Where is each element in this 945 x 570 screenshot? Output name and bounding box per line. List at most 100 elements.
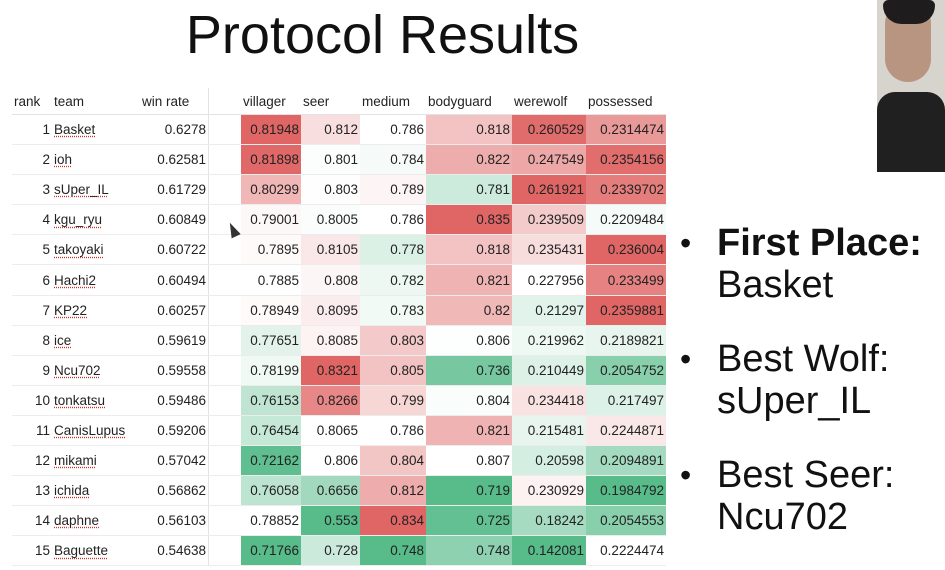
cell-medium: 0.748 — [360, 535, 426, 567]
cell-possessed: 0.2354156 — [586, 144, 666, 176]
cell-team: Baguette — [52, 535, 140, 567]
cell-bodyguard: 0.781 — [426, 174, 512, 206]
cell-win-rate: 0.6278 — [140, 114, 209, 146]
cell-rank: 9 — [12, 355, 52, 386]
cell-bodyguard: 0.719 — [426, 475, 512, 507]
team-name: daphne — [54, 513, 100, 529]
cell-team: Basket — [52, 114, 140, 146]
cell-win-rate: 0.57042 — [140, 445, 209, 477]
cell-werewolf: 0.20598 — [512, 445, 586, 477]
cell-villager: 0.7895 — [241, 234, 301, 266]
cell-rank: 15 — [12, 535, 52, 567]
cell-team: ioh — [52, 144, 140, 176]
cell-win-rate: 0.60257 — [140, 295, 209, 326]
cell-rank: 11 — [12, 415, 52, 447]
cell-team: sUper_IL — [52, 174, 140, 206]
cell-possessed: 0.236004 — [586, 234, 666, 266]
cell-team: ichida — [52, 475, 140, 507]
cell-team: CanisLupus — [52, 415, 140, 447]
cell-medium: 0.812 — [360, 475, 426, 507]
cell-medium: 0.786 — [360, 415, 426, 447]
cell-villager: 0.80299 — [241, 174, 301, 206]
cell-possessed: 0.2244871 — [586, 415, 666, 447]
cell-seer: 0.6656 — [301, 475, 360, 507]
cell-werewolf: 0.227956 — [512, 264, 586, 296]
team-name: Baguette — [54, 543, 109, 559]
cell-possessed: 0.1984792 — [586, 475, 666, 507]
cell-medium: 0.778 — [360, 234, 426, 266]
table-row: 11 CanisLupus 0.59206 0.76454 0.8065 0.786 0.8… — [12, 415, 666, 447]
cell-rank: 1 — [12, 114, 52, 146]
header-bodyguard: bodyguard — [426, 88, 512, 115]
header-spacer — [208, 88, 241, 115]
table-row: 15 Baguette 0.54638 0.71766 0.728 0.748 0.748 0… — [12, 535, 666, 567]
cell-spacer — [208, 144, 241, 176]
cell-possessed: 0.2359881 — [586, 295, 666, 326]
bullet-icon: • — [680, 341, 692, 377]
cell-bodyguard: 0.804 — [426, 385, 512, 416]
header-werewolf: werewolf — [512, 88, 586, 115]
cell-medium: 0.805 — [360, 355, 426, 386]
cell-rank: 3 — [12, 174, 52, 206]
bullet-text: Best Seer: Ncu702 — [717, 454, 895, 538]
cell-werewolf: 0.239509 — [512, 204, 586, 236]
cell-spacer — [208, 234, 241, 266]
cell-villager: 0.79001 — [241, 204, 301, 236]
cell-spacer — [208, 204, 241, 236]
bullet-value: Basket — [717, 264, 834, 306]
cell-seer: 0.801 — [301, 144, 360, 176]
cell-spacer — [208, 385, 241, 416]
cell-werewolf: 0.21297 — [512, 295, 586, 326]
cell-possessed: 0.217497 — [586, 385, 666, 416]
cell-villager: 0.78199 — [241, 355, 301, 386]
team-name: tonkatsu — [54, 392, 106, 408]
cell-spacer — [208, 295, 241, 326]
cell-rank: 2 — [12, 144, 52, 176]
cell-medium: 0.789 — [360, 174, 426, 206]
cell-bodyguard: 0.807 — [426, 445, 512, 477]
cell-villager: 0.76454 — [241, 415, 301, 447]
cell-rank: 10 — [12, 385, 52, 416]
header-medium: medium — [360, 88, 426, 115]
cell-seer: 0.8266 — [301, 385, 360, 416]
cell-possessed: 0.2224474 — [586, 535, 666, 567]
cell-rank: 12 — [12, 445, 52, 477]
cell-werewolf: 0.261921 — [512, 174, 586, 206]
header-win-rate: win rate — [140, 88, 209, 115]
cell-medium: 0.834 — [360, 505, 426, 537]
table-row: 4 kgu_ryu 0.60849 0.79001 0.8005 0.786 0.835 0.… — [12, 204, 666, 236]
cell-medium: 0.799 — [360, 385, 426, 416]
table-row: 7 KP22 0.60257 0.78949 0.8095 0.783 0.82 0.2129… — [12, 295, 666, 326]
table-row: 8 ice 0.59619 0.77651 0.8085 0.803 0.806 0.2199… — [12, 325, 666, 356]
cell-win-rate: 0.54638 — [140, 535, 209, 567]
cell-win-rate: 0.60494 — [140, 264, 209, 296]
cell-spacer — [208, 505, 241, 537]
table-row: 5 takoyaki 0.60722 0.7895 0.8105 0.778 0.818 0.… — [12, 234, 666, 266]
cell-medium: 0.804 — [360, 445, 426, 477]
header-seer: seer — [301, 88, 360, 115]
cell-villager: 0.7885 — [241, 264, 301, 296]
bullet-icon: • — [680, 225, 692, 261]
team-name: ichida — [54, 483, 90, 499]
cell-rank: 4 — [12, 204, 52, 236]
cell-spacer — [208, 174, 241, 206]
presenter-hair — [883, 0, 935, 24]
slide-title: Protocol Results — [185, 5, 580, 65]
team-name: ice — [54, 332, 72, 348]
cell-seer: 0.8105 — [301, 234, 360, 266]
bullet-text: Best Wolf: sUper_IL — [717, 338, 890, 422]
cell-seer: 0.808 — [301, 264, 360, 296]
team-name: CanisLupus — [54, 422, 126, 438]
cell-werewolf: 0.215481 — [512, 415, 586, 447]
presenter-shirt — [877, 92, 945, 172]
cell-possessed: 0.2339702 — [586, 174, 666, 206]
cell-win-rate: 0.60722 — [140, 234, 209, 266]
table-row: 10 tonkatsu 0.59486 0.76153 0.8266 0.799 0.804… — [12, 385, 666, 416]
cell-villager: 0.77651 — [241, 325, 301, 356]
cell-spacer — [208, 114, 241, 146]
cell-rank: 14 — [12, 505, 52, 537]
cell-bodyguard: 0.821 — [426, 264, 512, 296]
team-name: KP22 — [54, 302, 88, 318]
cell-rank: 8 — [12, 325, 52, 356]
cell-werewolf: 0.219962 — [512, 325, 586, 356]
